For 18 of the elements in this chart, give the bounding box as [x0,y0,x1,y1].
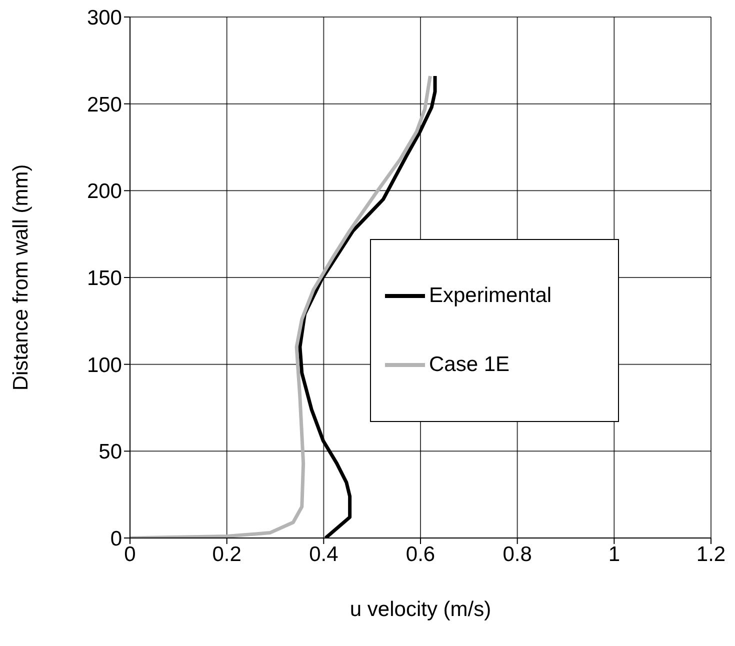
y-tick-label: 0 [110,527,122,550]
line-series [130,74,432,538]
x-tick-label: 0.4 [309,542,339,566]
y-tick-label: 300 [86,6,122,30]
x-tick-label: 1.2 [696,542,726,566]
x-tick-label: 0.8 [502,542,532,566]
x-tick-label: 0.2 [212,542,242,566]
y-axis-title: Distance from wall (mm) [9,164,32,391]
x-tick-label: 0.6 [406,542,436,566]
y-tick-label: 250 [86,93,122,116]
y-tick-label: 150 [86,266,122,290]
x-axis-title: u velocity (m/s) [350,598,492,621]
y-tick-label: 50 [98,440,122,464]
y-tick-label: 100 [86,354,122,377]
y-tick-label: 200 [86,180,122,204]
x-tick-label: 1 [608,542,620,566]
legend-label: Experimental [429,284,552,308]
legend-label: Case 1E [429,352,510,377]
